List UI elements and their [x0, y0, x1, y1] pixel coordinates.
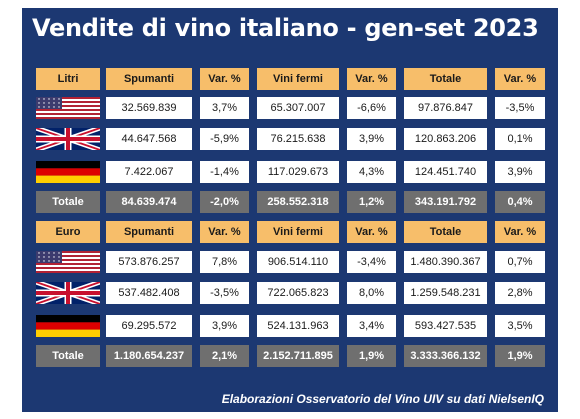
table-cell: 7,8%: [200, 251, 249, 273]
us-flag: [36, 97, 100, 119]
column-header: Var. %: [200, 221, 249, 243]
total-cell: 1.180.654.237: [106, 345, 192, 367]
column-header: Var. %: [347, 221, 396, 243]
column-header: Totale: [404, 221, 487, 243]
table-cell: 8,0%: [347, 282, 396, 304]
column-header: Totale: [404, 68, 487, 90]
total-cell: 258.552.318: [257, 191, 339, 213]
table-cell: 0,7%: [495, 251, 545, 273]
table-cell: 906.514.110: [257, 251, 339, 273]
table-cell: 3,4%: [347, 315, 396, 337]
table-cell: -3,5%: [495, 97, 545, 119]
total-cell: 84.639.474: [106, 191, 192, 213]
total-cell: 1,9%: [347, 345, 396, 367]
column-header: Var. %: [200, 68, 249, 90]
column-header: Vini fermi: [257, 221, 339, 243]
total-cell: 0,4%: [495, 191, 545, 213]
column-header: Litri: [36, 68, 100, 90]
table-cell: 32.569.839: [106, 97, 192, 119]
column-header: Var. %: [347, 68, 396, 90]
us-flag: [36, 251, 100, 273]
table-cell: -5,9%: [200, 128, 249, 150]
table-cell: -6,6%: [347, 97, 396, 119]
table-cell: 537.482.408: [106, 282, 192, 304]
total-label: Totale: [36, 345, 100, 367]
total-cell: 1,2%: [347, 191, 396, 213]
table-cell: -1,4%: [200, 161, 249, 183]
uk-flag: [35, 125, 101, 153]
de-flag: [36, 161, 100, 183]
table-cell: 2,8%: [495, 282, 545, 304]
uk-flag: [35, 279, 101, 307]
table-cell: -3,4%: [347, 251, 396, 273]
table-cell: 65.307.007: [257, 97, 339, 119]
table-cell: 69.295.572: [106, 315, 192, 337]
table-cell: 722.065.823: [257, 282, 339, 304]
de-flag: [36, 315, 100, 337]
table-cell: -3,5%: [200, 282, 249, 304]
table-cell: 3,7%: [200, 97, 249, 119]
column-header: Euro: [36, 221, 100, 243]
column-header: Var. %: [495, 221, 545, 243]
page-title: Vendite di vino italiano - gen-set 2023: [32, 14, 539, 42]
table-cell: 3,5%: [495, 315, 545, 337]
table-cell: 573.876.257: [106, 251, 192, 273]
table-cell: 1.259.548.231: [404, 282, 487, 304]
total-cell: 2,1%: [200, 345, 249, 367]
total-cell: 1,9%: [495, 345, 545, 367]
source-note: Elaborazioni Osservatorio del Vino UIV s…: [221, 392, 544, 406]
table-cell: 1.480.390.367: [404, 251, 487, 273]
table-cell: 76.215.638: [257, 128, 339, 150]
total-cell: 2.152.711.895: [257, 345, 339, 367]
table-cell: 3,9%: [200, 315, 249, 337]
total-cell: 3.333.366.132: [404, 345, 487, 367]
table-cell: 117.029.673: [257, 161, 339, 183]
table-cell: 0,1%: [495, 128, 545, 150]
table-cell: 120.863.206: [404, 128, 487, 150]
total-cell: 343.191.792: [404, 191, 487, 213]
column-header: Spumanti: [106, 68, 192, 90]
total-label: Totale: [36, 191, 100, 213]
total-cell: -2,0%: [200, 191, 249, 213]
column-header: Var. %: [495, 68, 545, 90]
table-cell: 97.876.847: [404, 97, 487, 119]
table-cell: 3,9%: [495, 161, 545, 183]
table-cell: 7.422.067: [106, 161, 192, 183]
column-header: Spumanti: [106, 221, 192, 243]
table-cell: 4,3%: [347, 161, 396, 183]
table-cell: 3,9%: [347, 128, 396, 150]
column-header: Vini fermi: [257, 68, 339, 90]
table-cell: 524.131.963: [257, 315, 339, 337]
table-cell: 44.647.568: [106, 128, 192, 150]
table-cell: 593.427.535: [404, 315, 487, 337]
table-cell: 124.451.740: [404, 161, 487, 183]
infographic-panel: Vendite di vino italiano - gen-set 2023 …: [22, 8, 558, 412]
